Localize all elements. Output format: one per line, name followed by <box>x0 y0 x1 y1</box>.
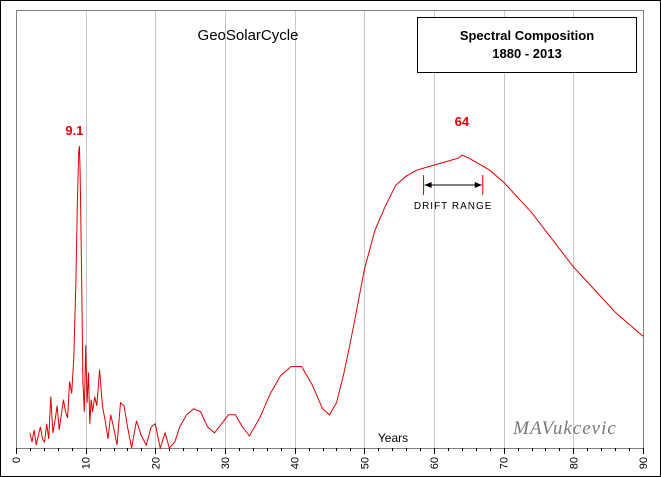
drift-arrowhead-right <box>474 182 482 188</box>
chart-title: GeoSolarCycle <box>198 27 299 44</box>
peak-label-9-1: 9.1 <box>65 123 83 138</box>
x-tick-label-70: 70 <box>499 457 511 469</box>
x-axis-label: Years <box>378 431 408 445</box>
x-tick-label-80: 80 <box>568 457 580 469</box>
legend-box: Spectral Composition 1880 - 2013 <box>417 17 637 73</box>
legend-box-frame <box>417 17 637 73</box>
series-line <box>29 145 644 450</box>
peak-label-64: 64 <box>455 114 470 129</box>
x-axis-ticks <box>16 448 644 454</box>
drift-range-annotation: DRIFT RANGE <box>414 175 493 212</box>
x-axis-tick-labels: 0 10 20 30 40 50 60 70 80 90 <box>11 457 650 469</box>
drift-range-label: DRIFT RANGE <box>414 201 493 212</box>
x-tick-label-30: 30 <box>220 457 232 469</box>
x-tick-label-60: 60 <box>429 457 441 469</box>
x-tick-label-10: 10 <box>81 457 93 469</box>
legend-title: Spectral Composition <box>460 28 594 43</box>
legend-subtitle: 1880 - 2013 <box>492 46 561 61</box>
drift-arrowhead-left <box>424 182 432 188</box>
author-watermark: MAVukcevic <box>512 418 617 439</box>
plot-area-frame <box>16 10 644 449</box>
x-tick-label-40: 40 <box>290 457 302 469</box>
x-tick-label-20: 20 <box>150 457 162 469</box>
x-tick-label-50: 50 <box>359 457 371 469</box>
x-tick-label-90: 90 <box>638 457 650 469</box>
x-tick-label-0: 0 <box>11 457 23 463</box>
